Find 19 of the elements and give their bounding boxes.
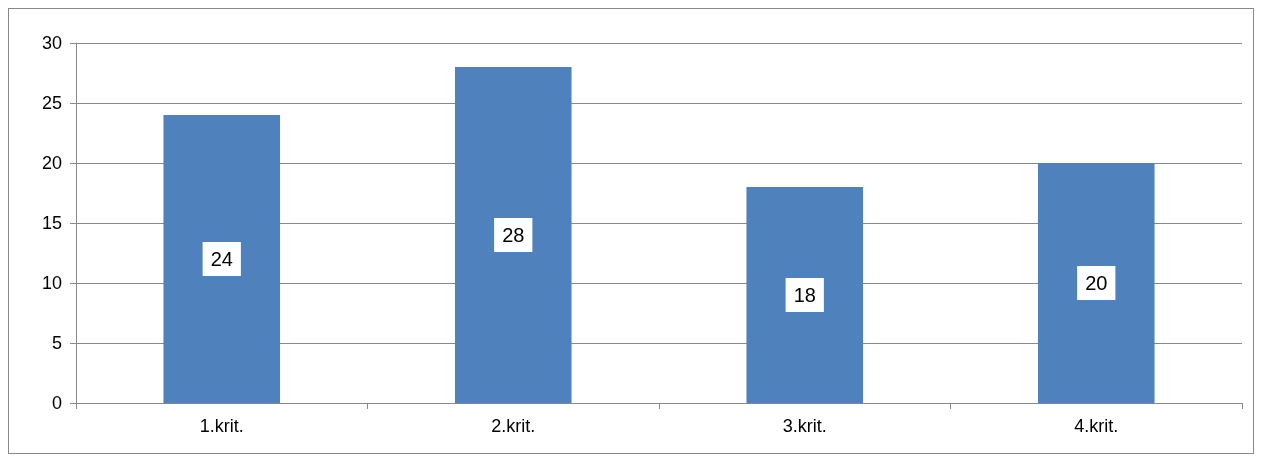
y-tick-label: 0 bbox=[51, 393, 62, 413]
y-tick-label: 20 bbox=[41, 153, 62, 173]
x-tick-label: 1.krit. bbox=[199, 416, 244, 436]
data-label: 18 bbox=[793, 284, 816, 306]
bar bbox=[746, 187, 864, 403]
bar bbox=[454, 67, 572, 403]
data-label: 20 bbox=[1085, 272, 1108, 294]
y-tick-label: 30 bbox=[41, 33, 62, 53]
y-tick-label: 15 bbox=[41, 213, 62, 233]
x-tick-label: 4.krit. bbox=[1074, 416, 1119, 436]
bar bbox=[1037, 163, 1155, 403]
bar bbox=[163, 115, 281, 403]
y-tick-label: 25 bbox=[41, 93, 62, 113]
x-tick-label: 3.krit. bbox=[782, 416, 827, 436]
data-label: 28 bbox=[502, 224, 525, 246]
y-tick-label: 5 bbox=[51, 333, 62, 353]
data-label: 24 bbox=[210, 248, 233, 270]
y-tick-label: 10 bbox=[41, 273, 62, 293]
x-tick-label: 2.krit. bbox=[491, 416, 536, 436]
